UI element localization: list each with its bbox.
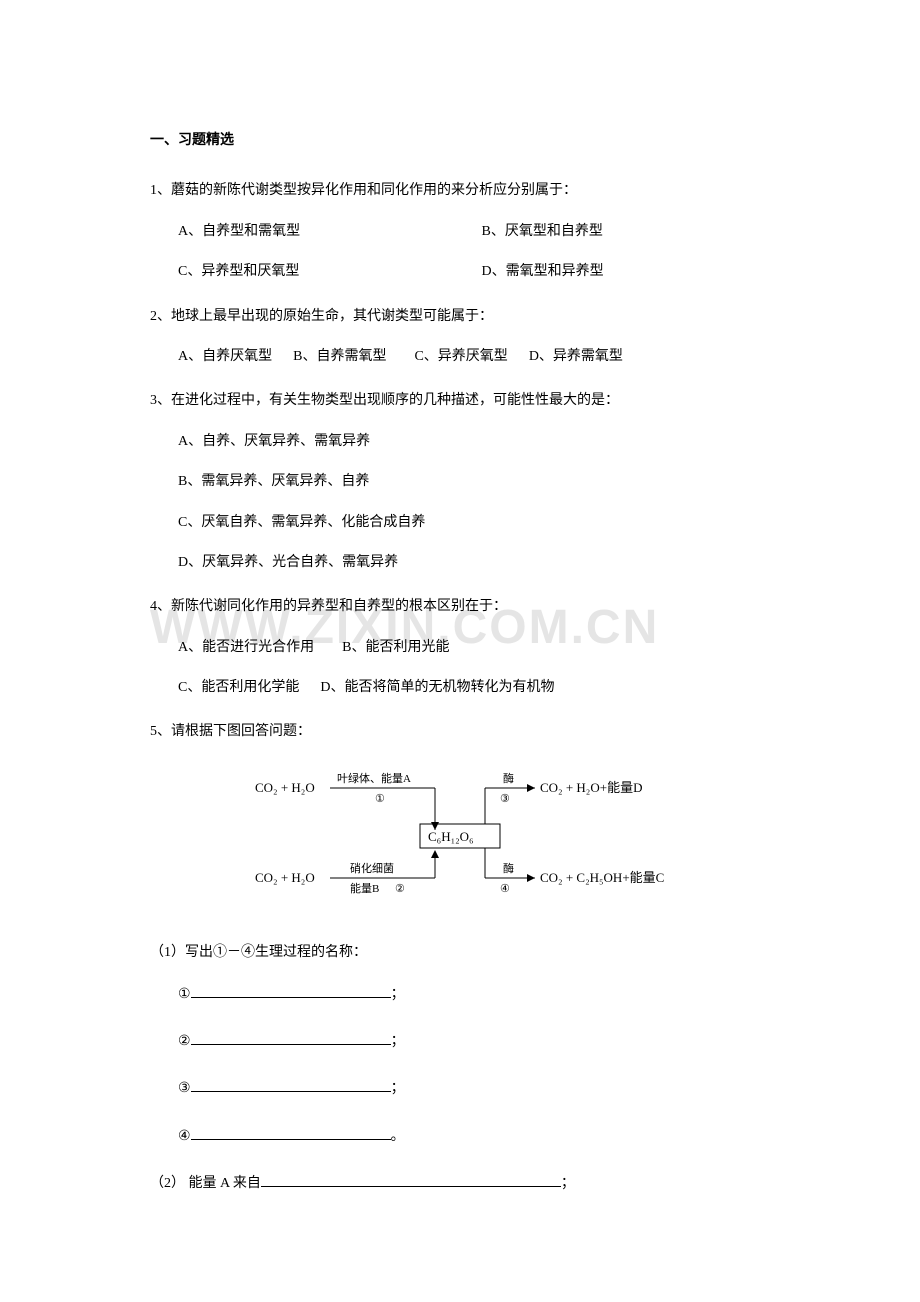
diagram-circ2: ② <box>395 883 405 895</box>
q4-opt-c: C、能否利用化学能 <box>178 680 299 695</box>
diagram-right1: CO₂ + H₂O+能量D <box>540 780 642 795</box>
q2-opt-a: A、自养厌氧型 <box>178 349 272 364</box>
question-3: 3、在进化过程中，有关生物类型出现顺序的几种描述，可能性性最大的是： A、自养、… <box>150 390 780 574</box>
q5-ans2: ②； <box>150 1030 780 1053</box>
q5-sub1: （1）写出①－④生理过程的名称： <box>150 942 780 964</box>
q1-opt-b: B、厌氧型和自养型 <box>482 221 603 243</box>
diagram-top2b: 能量B <box>350 881 379 895</box>
q2-opt-b: B、自养需氧型 <box>293 349 386 364</box>
q2-opt-d: D、异养需氧型 <box>529 349 623 364</box>
q1-opt-c: C、异养型和厌氧型 <box>178 261 478 283</box>
diagram-circ3: ③ <box>500 793 510 805</box>
q5-diagram: CO₂ + H₂O 叶绿体、能量A ① 酶 ③ CO₂ + H₂O+能量D C₆… <box>150 762 780 920</box>
question-4: 4、新陈代谢同化作用的异养型和自养型的根本区别在于： A、能否进行光合作用 B、… <box>150 596 780 699</box>
diagram-top4: 酶 <box>503 862 514 875</box>
q2-text: 2、地球上最早出现的原始生命，其代谢类型可能属于： <box>150 306 780 328</box>
q3-opt-a: A、自养、厌氧异养、需氧异养 <box>150 431 780 453</box>
diagram-top2a: 硝化细菌 <box>350 861 394 875</box>
q5-text: 5、请根据下图回答问题： <box>150 721 780 743</box>
q3-opt-d: D、厌氧异养、光合自养、需氧异养 <box>150 552 780 574</box>
diagram-top3: 酶 <box>503 772 514 785</box>
question-5: 5、请根据下图回答问题： CO₂ + H₂O 叶绿体、能量A ① 酶 ③ CO₂… <box>150 721 780 1195</box>
q3-opt-c: C、厌氧自养、需氧异养、化能合成自养 <box>150 512 780 534</box>
diagram-circ1: ① <box>375 793 385 805</box>
question-2: 2、地球上最早出现的原始生命，其代谢类型可能属于： A、自养厌氧型 B、自养需氧… <box>150 306 780 369</box>
q1-opt-a: A、自养型和需氧型 <box>178 221 478 243</box>
q4-opt-a: A、能否进行光合作用 <box>178 640 314 655</box>
q5-sub2: （2） 能量 A 来自； <box>150 1172 780 1195</box>
q4-opt-b: B、能否利用光能 <box>342 640 449 655</box>
q1-opt-d: D、需氧型和异养型 <box>482 261 604 283</box>
diagram-right2: CO₂ + C₂H₅OH+能量C <box>540 870 664 885</box>
q4-text: 4、新陈代谢同化作用的异养型和自养型的根本区别在于： <box>150 596 780 618</box>
document-content: 一、习题精选 1、蘑菇的新陈代谢类型按异化作用和同化作用的来分析应分别属于： A… <box>0 0 920 1278</box>
diagram-center: C₆H₁₂O₆ <box>428 829 474 844</box>
diagram-left1: CO₂ + H₂O <box>255 780 315 795</box>
q3-text: 3、在进化过程中，有关生物类型出现顺序的几种描述，可能性性最大的是： <box>150 390 780 412</box>
q1-text: 1、蘑菇的新陈代谢类型按异化作用和同化作用的来分析应分别属于： <box>150 180 780 202</box>
question-1: 1、蘑菇的新陈代谢类型按异化作用和同化作用的来分析应分别属于： A、自养型和需氧… <box>150 180 780 283</box>
q3-opt-b: B、需氧异养、厌氧异养、自养 <box>150 471 780 493</box>
q2-opt-c: C、异养厌氧型 <box>414 349 507 364</box>
section-header: 一、习题精选 <box>150 130 780 152</box>
q5-ans4: ④。 <box>150 1125 780 1148</box>
diagram-circ4: ④ <box>500 883 510 895</box>
diagram-top1: 叶绿体、能量A <box>337 771 411 785</box>
q5-ans1: ①； <box>150 983 780 1006</box>
q4-opt-d: D、能否将简单的无机物转化为有机物 <box>320 680 554 695</box>
diagram-left2: CO₂ + H₂O <box>255 870 315 885</box>
q5-ans3: ③； <box>150 1077 780 1100</box>
